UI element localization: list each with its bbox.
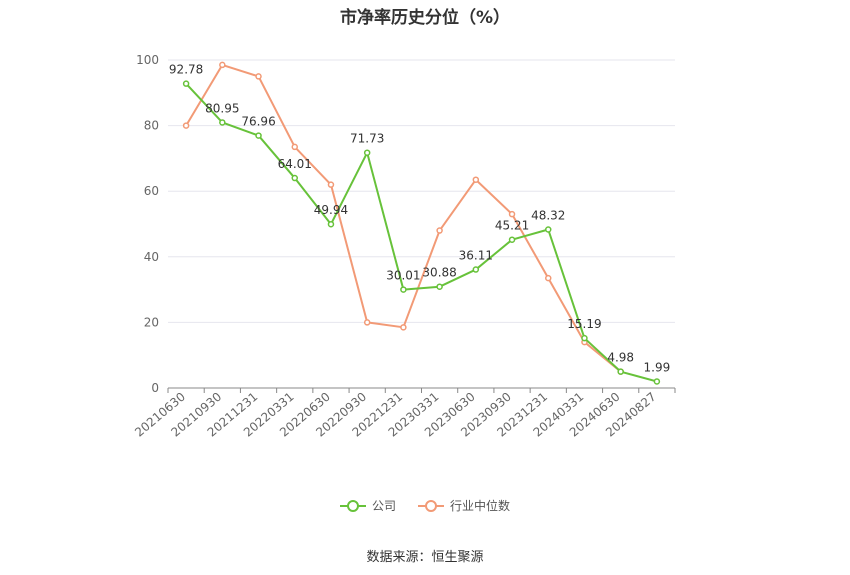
y-tick-label: 100: [136, 53, 159, 67]
data-label: 45.21: [495, 219, 529, 233]
y-tick-label: 0: [151, 381, 159, 395]
data-point-company: [255, 132, 262, 139]
data-label: 76.96: [241, 115, 275, 129]
data-point-company: [327, 220, 335, 228]
data-label: 30.88: [422, 266, 456, 280]
data-label: 49.94: [314, 203, 348, 217]
data-point-industry: [508, 210, 516, 218]
data-point-industry: [363, 319, 371, 326]
y-tick-label: 20: [144, 315, 159, 329]
data-point-industry: [291, 143, 298, 151]
data-label: 30.01: [386, 269, 420, 283]
data-label: 1.99: [644, 360, 671, 374]
y-tick-label: 40: [144, 250, 159, 264]
data-point-company: [472, 266, 480, 273]
data-point-industry: [472, 176, 480, 183]
legend-label-industry: 行业中位数: [450, 499, 511, 513]
data-point-industry: [182, 122, 190, 129]
data-point-industry: [219, 61, 226, 69]
data-point-company: [508, 236, 516, 243]
data-label: 80.95: [205, 101, 239, 115]
data-label: 4.98: [607, 351, 634, 365]
legend-swatch-company: [339, 499, 366, 512]
data-point-company: [363, 149, 371, 156]
chart-title: 市净率历史分位（%）: [339, 8, 511, 28]
legend: 公司 行业中位数: [0, 497, 850, 514]
series-line-company: [185, 82, 658, 383]
data-label: 92.78: [169, 63, 203, 77]
series-layer: [182, 61, 661, 385]
data-label: 48.32: [531, 209, 565, 223]
data-label: 15.19: [567, 317, 601, 331]
data-point-company: [291, 174, 298, 182]
data-point-industry: [327, 181, 335, 188]
data-label: 71.73: [350, 132, 384, 146]
grid-layer: [168, 59, 675, 323]
data-point-company: [653, 378, 661, 385]
data-point-industry: [436, 227, 443, 234]
data-point-company: [436, 283, 443, 290]
legend-swatch-industry: [418, 499, 444, 512]
data-point-industry: [400, 324, 407, 331]
data-label: 64.01: [278, 157, 312, 171]
legend-label-company: 公司: [371, 499, 396, 513]
data-point-company: [182, 80, 190, 87]
data-point-company: [400, 286, 407, 293]
data-point-company: [219, 119, 226, 126]
y-tick-label: 80: [144, 119, 159, 133]
data-point-industry: [255, 73, 262, 80]
data-label: 36.11: [459, 249, 493, 263]
data-point-company: [545, 226, 552, 233]
y-tick-label: 60: [144, 184, 159, 198]
legend-item-company[interactable]: 公司: [339, 497, 396, 514]
data-point-company: [581, 334, 588, 342]
data-point-company: [617, 368, 624, 375]
data-point-industry: [545, 274, 552, 282]
legend-item-industry[interactable]: 行业中位数: [418, 497, 510, 514]
data-source: 数据来源：恒生聚源: [366, 550, 484, 565]
